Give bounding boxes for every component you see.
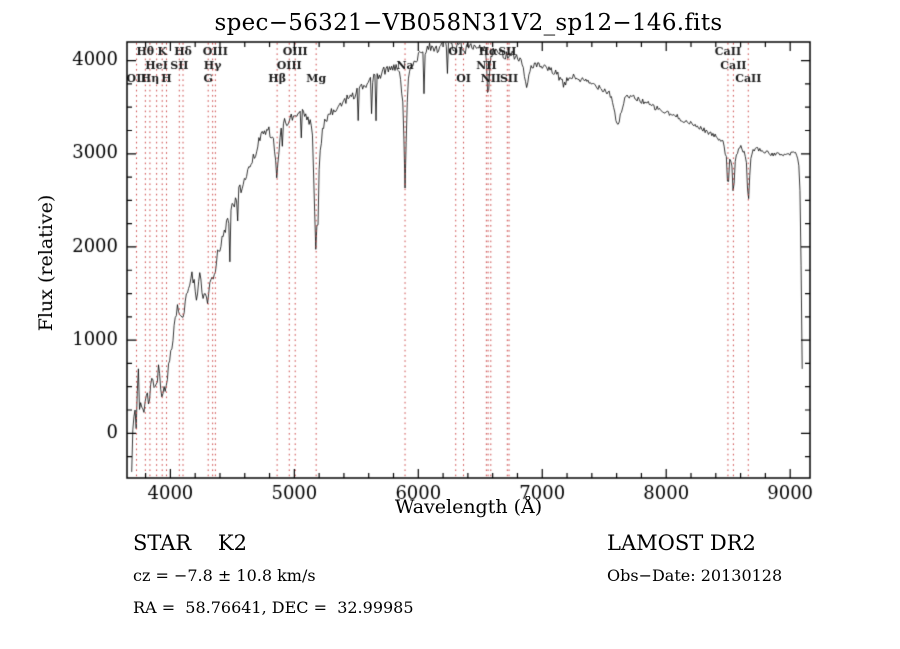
- page-title: spec−56321−VB058N31V2_sp12−146.fits: [214, 10, 723, 36]
- object-class-label: STAR K2: [133, 531, 247, 555]
- ra-dec-value: RA = 58.76641, DEC = 32.99985: [133, 598, 414, 617]
- y-axis-label: Flux (relative): [35, 194, 57, 332]
- obs-date-value: Obs−Date: 20130128: [607, 566, 783, 585]
- x-axis-label: Wavelength (Å): [394, 496, 543, 518]
- survey-label: LAMOST DR2: [607, 531, 756, 555]
- cz-value: cz = −7.8 ± 10.8 km/s: [133, 566, 316, 585]
